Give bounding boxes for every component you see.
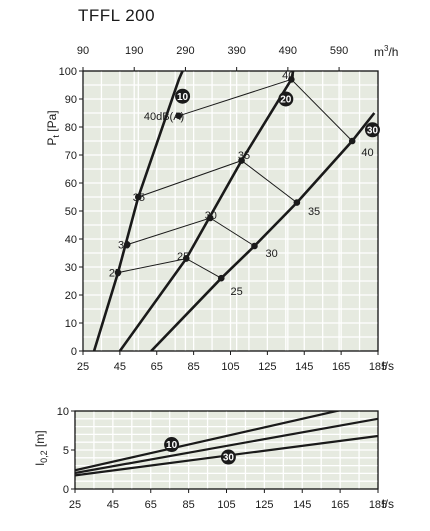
annotation-label: 25 [109,268,121,280]
x-tick-label: 25 [77,361,89,373]
data-point-30 [206,214,214,222]
y-tick-label: 0 [71,346,77,358]
series-30-badge [364,122,380,138]
throw-series-30-badge-text: 30 [223,453,235,464]
annotation-label: 30 [205,210,217,222]
series-10-badge-text: 10 [177,92,189,103]
throw-x-tick-label: 145 [293,499,311,511]
annotation-label: 25 [177,251,189,263]
x2-tick-label: 390 [227,45,245,57]
series-20-badge-text: 20 [280,95,292,106]
data-point-25 [114,269,122,276]
y-tick-label: 80 [65,122,77,134]
x-tick-label: 105 [221,361,239,373]
throw-x-tick-label: 85 [183,499,195,511]
data-point-25 [217,274,225,282]
annotation-label: 40 [282,70,294,82]
series-30-badge-text: 30 [367,125,379,136]
data-point-30 [251,242,258,250]
y-tick-label: 90 [65,94,77,106]
y-tick-label: 10 [65,318,77,330]
data-point-30 [123,241,131,248]
annotation-label: 35 [133,192,145,204]
throw-x-tick-label: 185 [369,499,387,511]
y-tick-label: 60 [65,178,77,190]
x-tick-label: 165 [332,361,350,373]
series-10-badge [175,88,191,104]
curve-30 [150,112,376,351]
annotation-label: 35 [308,206,320,218]
throw-series-10-badge [164,437,180,453]
throw-x-axis-label: l/s [382,497,394,511]
y-tick-label: 100 [59,66,77,78]
throw-x-tick-label: 125 [255,499,273,511]
annotation-label: 40 [361,147,373,159]
throw-curve-10 [75,411,342,472]
data-point-40 [348,137,356,145]
x-tick-label: 125 [258,361,276,373]
throw-x-tick-label: 105 [217,499,235,511]
data-point-35 [293,199,301,206]
x-axis-label: l/s [382,359,394,373]
throw-y-tick-label: 10 [57,406,69,418]
x-tick-label: 185 [369,361,387,373]
y-tick-label: 20 [65,290,77,302]
throw-x-tick-label: 25 [69,499,81,511]
x2-tick-label: 90 [77,45,89,57]
annotation-label: 30 [118,240,130,252]
annotation-label: 35 [238,150,250,162]
throw-x-tick-label: 65 [145,499,157,511]
x-tick-label: 145 [295,361,313,373]
y-axis-label: Pt [Pa] [45,110,61,145]
data-point-40 [175,112,183,120]
x2-tick-label: 190 [125,45,143,57]
y-tick-label: 30 [65,262,77,274]
throw-x-tick-label: 165 [331,499,349,511]
y-tick-label: 40 [65,234,77,246]
throw-y-tick-label: 5 [63,445,69,457]
annotation-label: 30 [266,248,278,260]
x2-tick-label: 290 [176,45,194,57]
x-tick-label: 45 [114,361,126,373]
chart-title: TFFL 200 [78,6,156,25]
throw-series-10-badge-text: 10 [166,440,178,451]
data-point-35 [238,157,245,164]
x-tick-label: 85 [188,361,200,373]
x2-tick-label: 590 [330,45,348,57]
data-point-40 [288,76,295,83]
x2-tick-label: 490 [279,45,297,57]
x2-axis-label: m3/h [374,44,398,59]
data-point-35 [135,193,142,201]
throw-series-30-badge [220,449,236,465]
y-tick-label: 50 [65,206,77,218]
series-20-badge [278,91,294,107]
x-tick-label: 65 [151,361,163,373]
annotation-label: 40dB(A) [144,111,184,123]
throw-curve-20 [75,417,378,475]
y-tick-label: 70 [65,150,77,162]
throw-y-tick-label: 0 [63,484,69,496]
data-point-25 [182,255,190,262]
throw-x-tick-label: 45 [107,499,119,511]
annotation-label: 25 [231,286,243,298]
throw-y-axis-label: l0,2 [m] [33,430,49,465]
